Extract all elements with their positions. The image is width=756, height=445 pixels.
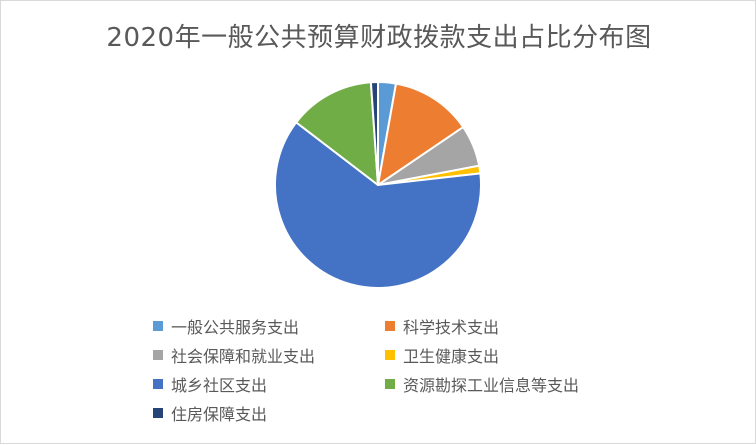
legend-swatch — [385, 350, 395, 360]
legend-label: 城乡社区支出 — [171, 376, 268, 395]
legend-item: 住房保障支出 — [153, 402, 267, 424]
legend-swatch — [153, 379, 163, 389]
legend-item: 社会保障和就业支出 — [153, 344, 315, 366]
legend-swatch — [385, 321, 395, 331]
legend-item: 科学技术支出 — [385, 315, 499, 337]
legend-item: 一般公共服务支出 — [153, 315, 299, 337]
legend-swatch — [385, 379, 395, 389]
legend-label: 科学技术支出 — [403, 318, 500, 337]
legend-item: 资源勘探工业信息等支出 — [385, 373, 579, 395]
legend-label: 住房保障支出 — [171, 405, 268, 424]
legend-item: 卫生健康支出 — [385, 344, 499, 366]
pie-slice-6 — [369, 81, 379, 186]
legend-swatch — [153, 321, 163, 331]
pie-slice-4 — [274, 121, 482, 289]
legend-label: 卫生健康支出 — [403, 347, 500, 366]
pie-slice-1 — [377, 82, 465, 186]
legend-label: 资源勘探工业信息等支出 — [403, 376, 580, 395]
legend-label: 社会保障和就业支出 — [171, 347, 316, 366]
legend-item: 城乡社区支出 — [153, 373, 267, 395]
legend-swatch — [153, 408, 163, 418]
legend-label: 一般公共服务支出 — [171, 318, 300, 337]
chart-title: 2020年一般公共预算财政拨款支出占比分布图 — [106, 23, 652, 53]
pie-slice-5 — [295, 81, 379, 186]
legend-swatch — [153, 350, 163, 360]
